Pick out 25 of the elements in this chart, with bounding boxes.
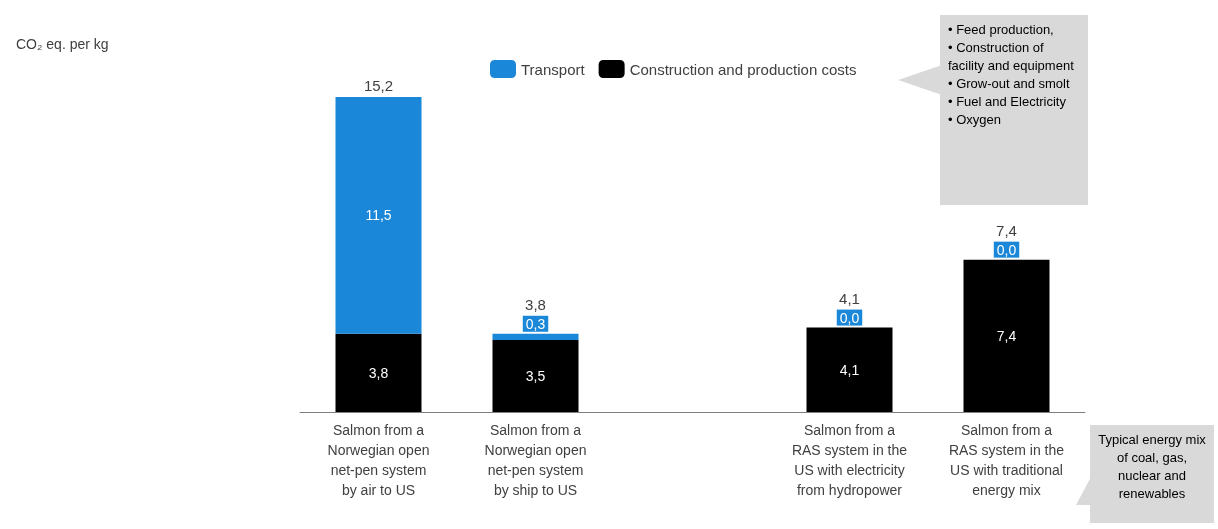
x-tick-label: Salmon from a RAS system in the US with electricity from hydropower: [791, 422, 908, 498]
total-label: 15,2: [363, 77, 394, 94]
x-tick-label: Salmon from a RAS system in the US with traditional energy mix: [948, 422, 1065, 498]
bar: [335, 333, 422, 412]
legend-label: Transport: [521, 60, 586, 78]
data-label: 7,4: [996, 327, 1017, 344]
data-label: 3,5: [525, 367, 546, 384]
total-label: 3,8: [525, 295, 546, 313]
annotation: • Feed production, • Construction of facility and equipment • Grow-out and smolt • Fuel and Electricity • Oxygen: [940, 15, 1088, 205]
total-label: 7,4: [996, 221, 1017, 239]
legend-label: Construction and production costs: [629, 60, 857, 78]
data-label: 11,5: [365, 207, 392, 224]
total-label: 4,1: [839, 289, 860, 307]
bar: [492, 339, 579, 412]
text: CO₂ eq. per kg: [16, 36, 109, 52]
bar: [806, 327, 893, 412]
data-label: 4,1: [839, 361, 860, 378]
x-tick-label: Salmon from a Norwegian open net-pen system by ship to US: [484, 422, 587, 498]
data-label: 0,0: [839, 309, 860, 326]
bar: [335, 97, 422, 334]
data-label: 0,0: [996, 241, 1017, 258]
x-tick-label: Salmon from a Norwegian open net-pen system by air to US: [327, 422, 430, 498]
data-label: 3,8: [368, 364, 389, 381]
data-label: 0,3: [525, 315, 546, 332]
bar: [963, 259, 1050, 412]
